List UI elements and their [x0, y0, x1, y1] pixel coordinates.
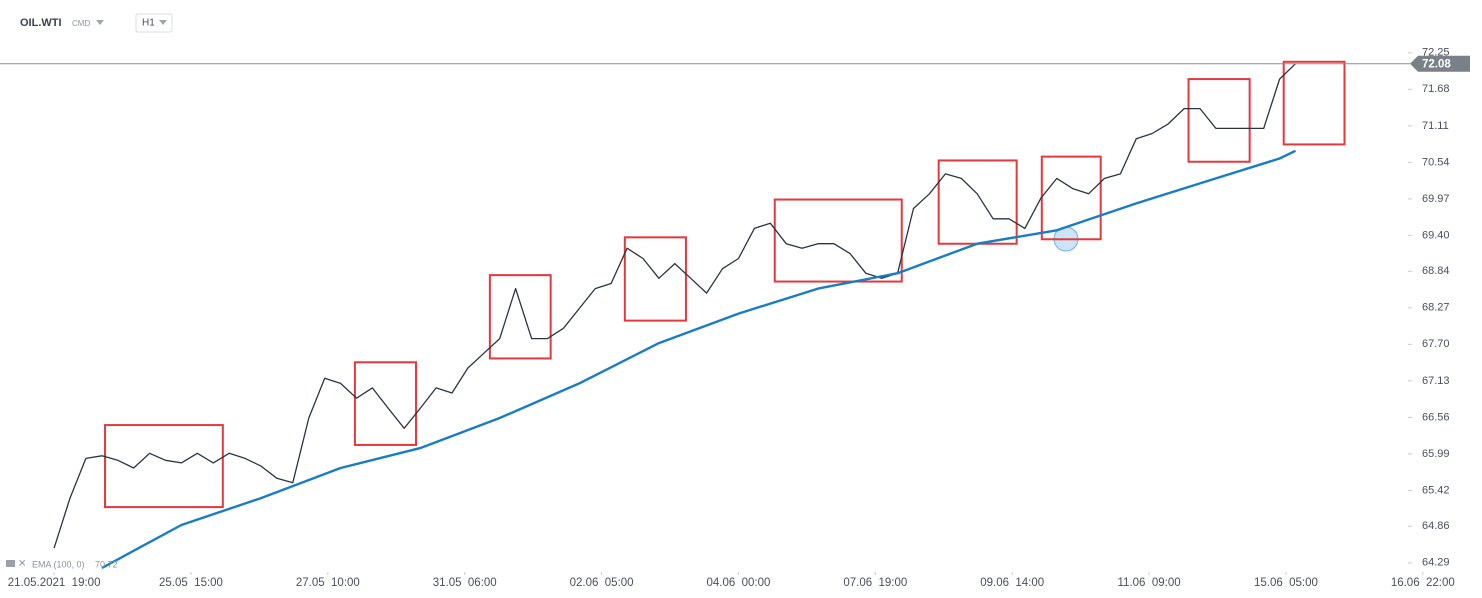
x-tick-label: 16.06 22:00 — [1391, 577, 1455, 589]
indicator-name: EMA (100, 0) — [32, 559, 85, 569]
highlight-box — [488, 274, 552, 360]
market: CMD — [72, 19, 90, 28]
x-tick-label: 02.06 05:00 — [570, 577, 634, 589]
interval-button[interactable] — [135, 13, 173, 33]
y-tick-label: 71.11 — [1422, 120, 1449, 132]
highlight-box — [1282, 60, 1346, 146]
y-tick-label: 67.13 — [1422, 375, 1450, 387]
highlight-box — [353, 361, 418, 446]
interval-dropdown — [159, 20, 167, 25]
symbol[interactable]: OIL.WTI — [20, 17, 62, 29]
y-tick-label: 69.97 — [1422, 193, 1450, 205]
x-tick-label: 15.06 05:00 — [1254, 577, 1318, 589]
y-tick-label: 71.68 — [1422, 83, 1450, 95]
x-tick-label: 27.05 10:00 — [296, 577, 360, 589]
y-tick-label: 64.29 — [1422, 557, 1450, 569]
highlight-box — [623, 236, 687, 322]
highlight-box — [104, 424, 224, 509]
y-tick-label: 66.56 — [1422, 411, 1450, 423]
x-tick-label: 09.06 14:00 — [980, 577, 1044, 589]
x-tick-label: 21.05.2021 19:00 — [8, 577, 101, 589]
x-tick-label: 25.05 15:00 — [159, 577, 223, 589]
ema-line — [101, 149, 1297, 570]
x-tick-label: 07.06 19:00 — [843, 577, 907, 589]
highlight-box — [1040, 155, 1102, 241]
y-tick-label: 65.99 — [1422, 448, 1450, 460]
indicator-value: 70.72 — [95, 559, 118, 569]
symbol-dropdown[interactable] — [96, 20, 104, 25]
x-tick-label: 04.06 00:00 — [706, 577, 770, 589]
indicator-close[interactable]: ✕ — [18, 559, 26, 570]
indicator-icon[interactable] — [6, 560, 15, 567]
y-tick-label: 65.42 — [1422, 484, 1450, 496]
y-tick-label: 70.54 — [1422, 156, 1450, 168]
x-tick-label: 11.06 09:00 — [1118, 577, 1181, 589]
x-tick-label: 31.05 06:00 — [433, 577, 497, 589]
y-tick-label: 68.84 — [1422, 265, 1450, 277]
y-tick-label: 68.27 — [1422, 302, 1450, 314]
highlight-box — [773, 198, 903, 283]
y-tick-label: 67.70 — [1422, 338, 1450, 350]
highlight-box — [1187, 78, 1251, 163]
current-price-tag — [1410, 55, 1470, 72]
interval: H1 — [142, 18, 155, 29]
plot: 64.29 64.86 65.42 65.99 66.56 67.13 67.70 68.27… — [0, 47, 1470, 589]
highlight-box — [937, 159, 1018, 245]
current-price-label: 72.08 — [1422, 59, 1451, 71]
y-tick-label: 69.40 — [1422, 229, 1450, 241]
price-line — [53, 63, 1296, 549]
y-tick-label: 64.86 — [1422, 520, 1450, 532]
